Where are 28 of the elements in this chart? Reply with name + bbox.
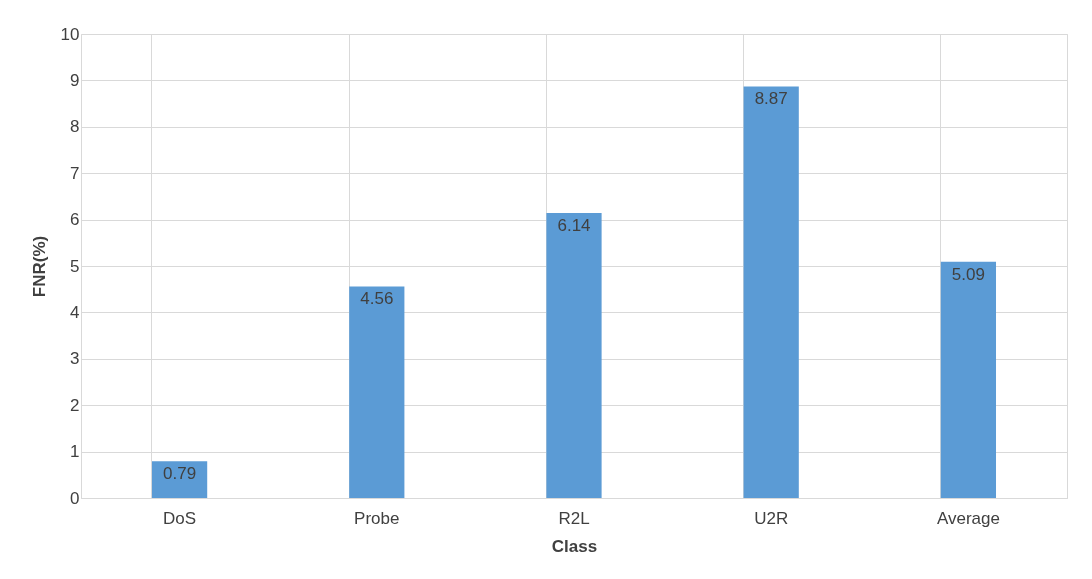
x-axis-title: Class [551,536,598,556]
y-tick-label: 7 [70,163,80,183]
y-tick-label: 5 [70,256,80,276]
y-tick-label: 9 [70,70,80,90]
y-tick-label: 8 [70,117,80,137]
bar [151,461,208,498]
x-tick-label: U2R [754,508,789,528]
y-tick-label: 1 [70,442,80,462]
y-axis-title: FNR(%) [29,235,49,298]
x-tick-label: R2L [558,508,590,528]
x-tick-label: DoS [163,508,197,528]
y-tick-label: 2 [70,395,80,415]
y-tick-label: 3 [70,349,80,369]
y-tick-label: 6 [70,210,80,230]
bar [546,213,602,498]
bar [940,261,997,498]
x-tick-label: Average [936,508,1000,528]
data-label: 0.79 [163,464,197,484]
data-label: 5.09 [951,264,985,284]
y-tick-label: 0 [70,488,80,508]
data-label: 4.56 [360,289,394,309]
data-label: 8.87 [754,89,788,109]
x-tick-label: Probe [354,508,400,528]
y-tick-label: 10 [60,24,80,44]
data-label: 6.14 [557,216,591,236]
bar [349,286,405,498]
bar [743,86,799,498]
y-tick-label: 4 [70,302,80,322]
